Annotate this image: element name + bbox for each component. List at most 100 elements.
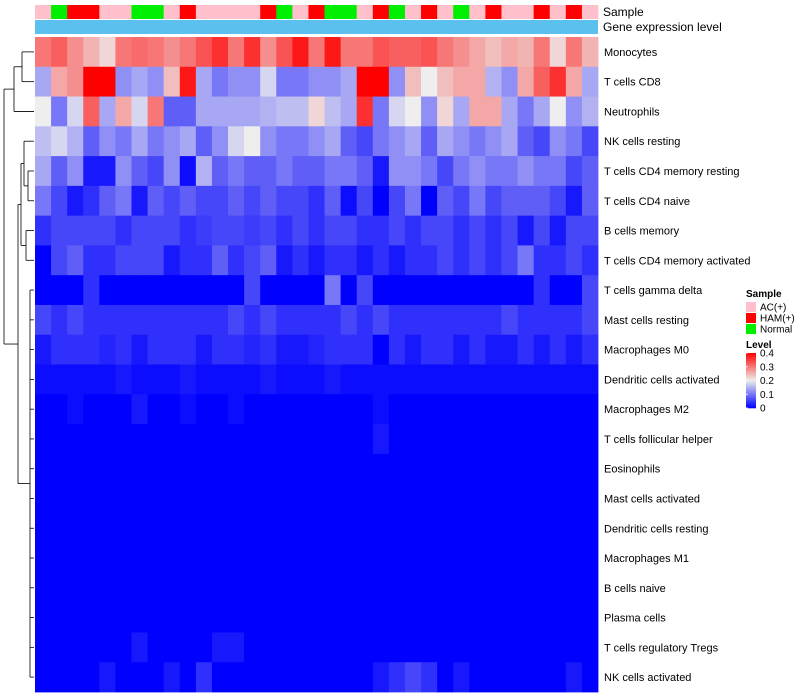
heatmap-cell xyxy=(179,424,197,455)
heatmap-cell xyxy=(115,275,132,306)
heatmap-cell xyxy=(453,126,470,157)
heatmap-cell xyxy=(51,424,68,455)
heatmap-cell xyxy=(51,156,68,187)
heatmap-cell xyxy=(35,394,52,425)
heatmap-cell xyxy=(533,334,551,365)
heatmap-cell xyxy=(549,126,567,157)
sample-annotation-cell xyxy=(179,5,197,19)
heatmap-cell xyxy=(179,96,197,127)
heatmap-cell xyxy=(179,66,197,97)
heatmap-cell xyxy=(581,543,599,574)
sample-annotation-cell xyxy=(99,5,116,19)
heatmap-cell xyxy=(469,572,486,604)
heatmap-cell xyxy=(549,364,567,395)
legend-colorbar-segment xyxy=(746,401,756,403)
heatmap-cell xyxy=(292,483,309,514)
legend-colorbar-segment xyxy=(746,406,756,409)
heatmap-cell xyxy=(421,453,438,484)
heatmap-cell xyxy=(517,543,535,574)
heatmap-cell xyxy=(163,126,181,157)
heatmap-cell xyxy=(549,245,567,276)
heatmap-cell xyxy=(51,394,68,425)
heatmap-cell xyxy=(35,513,52,544)
row-label: Dendritic cells activated xyxy=(604,374,720,386)
heatmap-cell xyxy=(260,513,277,544)
heatmap-cell xyxy=(211,304,229,336)
heatmap-cell xyxy=(388,483,406,514)
heatmap-cell xyxy=(421,632,438,663)
heatmap-cell xyxy=(501,275,518,306)
sample-annotation-cell xyxy=(163,5,181,19)
legend-sample-label: Normal xyxy=(760,325,792,336)
heatmap-cell xyxy=(549,632,567,663)
heatmap-cell xyxy=(244,513,261,544)
heatmap-cell xyxy=(179,662,197,693)
heatmap-cell xyxy=(147,66,165,97)
heatmap-cell xyxy=(388,394,406,425)
heatmap-cell xyxy=(211,424,229,455)
heatmap-cell xyxy=(340,126,358,157)
row-label: Neutrophils xyxy=(604,106,660,118)
heatmap-cell xyxy=(388,66,406,97)
heatmap-cell xyxy=(388,334,406,365)
heatmap-cell xyxy=(517,304,535,336)
row-label: B cells naive xyxy=(604,583,666,595)
heatmap-cell xyxy=(469,334,486,365)
heatmap-cell xyxy=(292,96,309,127)
legend-colorbar-segment xyxy=(746,353,756,355)
heatmap-cell xyxy=(517,156,535,187)
heatmap-cell xyxy=(404,662,422,693)
heatmap-cell xyxy=(485,364,502,395)
heatmap-cell xyxy=(404,572,422,604)
legend-colorbar-segment xyxy=(746,390,756,392)
heatmap-cell xyxy=(131,483,148,514)
heatmap-cell xyxy=(421,602,438,633)
heatmap-cell xyxy=(453,662,470,693)
heatmap-cell xyxy=(260,96,277,127)
heatmap-cell xyxy=(260,364,277,395)
heatmap-cell xyxy=(469,275,486,306)
heatmap-cell xyxy=(372,215,390,246)
legend-colorbar-segment xyxy=(746,354,756,357)
heatmap-cell xyxy=(244,215,261,246)
heatmap-cell xyxy=(356,662,374,693)
sample-annotation-cell xyxy=(67,5,84,19)
heatmap-cell xyxy=(485,602,502,633)
sample-annotation-label: Sample xyxy=(603,5,644,19)
heatmap-cell xyxy=(517,185,535,217)
heatmap-cell xyxy=(131,394,148,425)
heatmap-cell xyxy=(228,483,245,514)
heatmap-cell xyxy=(372,364,390,395)
heatmap-cell xyxy=(308,632,325,663)
heatmap-cell xyxy=(195,37,213,68)
heatmap-cell xyxy=(469,424,486,455)
heatmap-cell xyxy=(501,156,518,187)
heatmap-cell xyxy=(228,245,245,276)
heatmap-cell xyxy=(35,632,52,663)
heatmap-cell xyxy=(211,453,229,484)
heatmap-cell xyxy=(340,543,358,574)
heatmap-cell xyxy=(228,304,245,336)
sample-annotation-cell xyxy=(195,5,213,19)
heatmap-cell xyxy=(163,662,181,693)
row-label: T cells regulatory Tregs xyxy=(604,642,719,654)
heatmap-cell xyxy=(131,304,148,336)
heatmap-cell xyxy=(51,543,68,574)
heatmap-cell xyxy=(35,275,52,306)
heatmap-cell xyxy=(244,453,261,484)
heatmap-cell xyxy=(372,66,390,97)
heatmap-cell xyxy=(115,66,132,97)
heatmap-cell xyxy=(276,513,293,544)
heatmap-cell xyxy=(485,334,502,365)
heatmap-cell xyxy=(501,662,518,693)
heatmap-cell xyxy=(276,66,293,97)
heatmap-cell xyxy=(35,245,52,276)
heatmap-cell xyxy=(453,453,470,484)
heatmap-cell xyxy=(533,185,551,217)
heatmap-cell xyxy=(115,334,132,365)
heatmap-cell xyxy=(292,394,309,425)
heatmap-cell xyxy=(517,394,535,425)
heatmap-cell xyxy=(211,275,229,306)
heatmap-cell xyxy=(565,304,583,336)
